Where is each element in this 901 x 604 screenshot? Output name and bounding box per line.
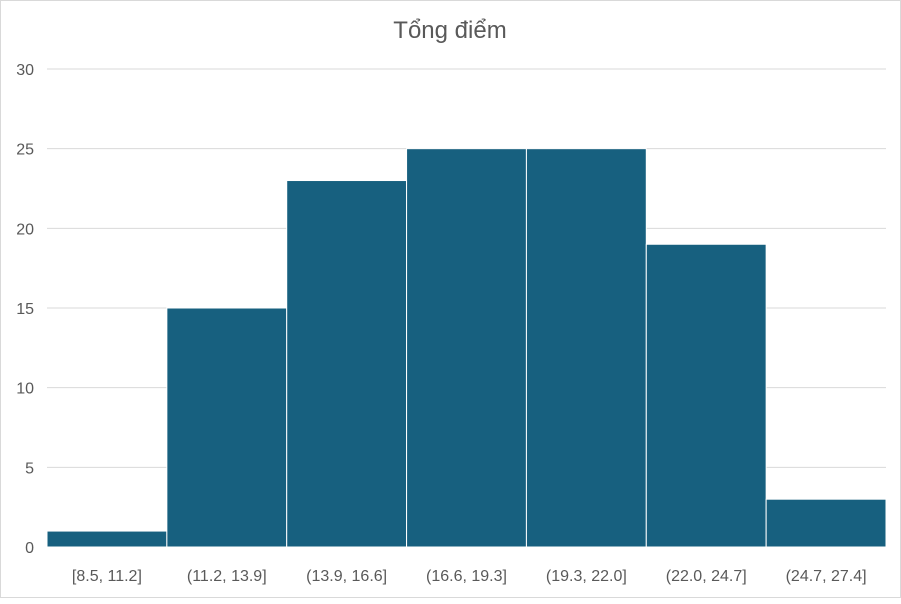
- y-tick-label: 25: [16, 142, 34, 159]
- chart-title: Tổng điểm: [393, 17, 506, 44]
- y-tick-label: 20: [16, 221, 34, 238]
- histogram-bar: [286, 180, 408, 548]
- histogram-bar: [46, 530, 168, 548]
- x-tick-label: (13.9, 16.6]: [306, 568, 387, 585]
- x-tick-label: (22.0, 24.7]: [666, 568, 747, 585]
- histogram-bar: [645, 243, 767, 548]
- y-tick-label: 5: [25, 460, 34, 477]
- y-tick-label: 10: [16, 381, 34, 398]
- histogram-bar: [166, 307, 288, 548]
- x-tick-label: (24.7, 27.4]: [786, 568, 867, 585]
- y-axis-ticks: 0 5 10 15 20 25 30: [16, 62, 34, 557]
- x-axis-ticks: [8.5, 11.2] (11.2, 13.9] (13.9, 16.6] (16.6…: [72, 568, 867, 585]
- histogram-bar: [765, 498, 887, 548]
- x-tick-label: (16.6, 19.3]: [426, 568, 507, 585]
- y-tick-label: 0: [25, 540, 34, 557]
- histogram-bar: [525, 148, 647, 548]
- x-tick-label: (11.2, 13.9]: [187, 568, 267, 585]
- histogram-bar: [406, 148, 527, 548]
- x-tick-label: (19.3, 22.0]: [546, 568, 627, 585]
- y-tick-label: 30: [16, 62, 34, 79]
- x-tick-label: [8.5, 11.2]: [72, 568, 142, 585]
- y-tick-label: 15: [16, 301, 34, 318]
- bars: [46, 148, 887, 548]
